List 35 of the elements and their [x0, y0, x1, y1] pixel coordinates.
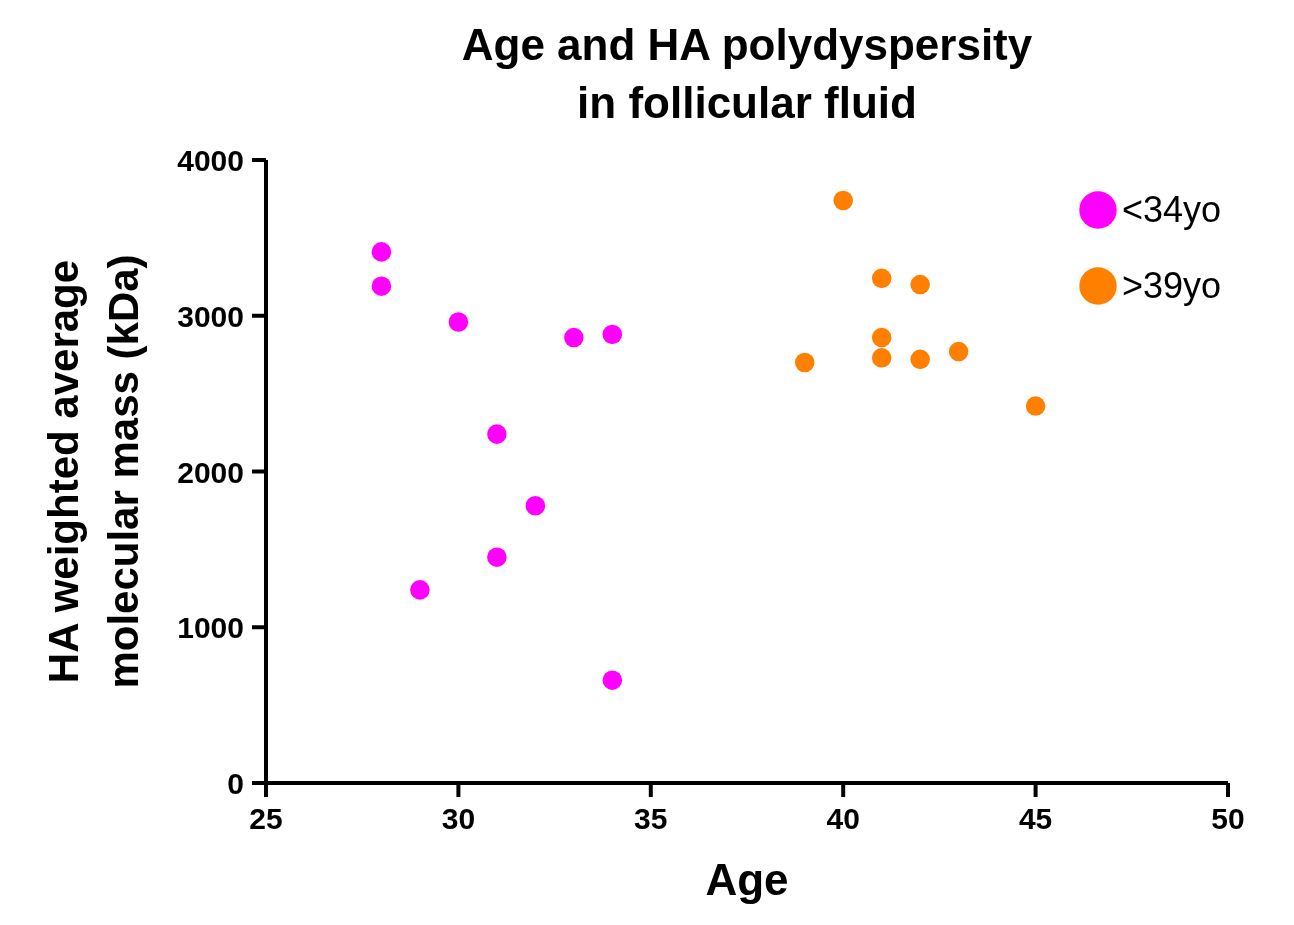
point: [602, 670, 623, 690]
point: [371, 276, 392, 296]
y-axis-title: HA weighted average molecular mass (kDa): [40, 254, 147, 689]
point: [871, 348, 892, 368]
y-tick-label: 4000: [177, 144, 244, 177]
point: [564, 327, 584, 348]
x-tick-label: 35: [634, 802, 668, 835]
x-tick-label: 40: [826, 802, 860, 835]
point: [794, 352, 815, 373]
point: [448, 312, 469, 332]
point: [910, 274, 930, 295]
point: [833, 190, 853, 211]
point: [487, 424, 507, 444]
point: [487, 547, 507, 567]
x-tick-label: 45: [1018, 802, 1053, 835]
point: [525, 496, 546, 516]
point: [602, 324, 623, 345]
chart-title: Age and HA polydyspersity in follicular fluid: [461, 20, 1033, 127]
y-tick-label: 0: [227, 767, 244, 800]
point: [948, 341, 969, 362]
y-tick-label: 2000: [177, 455, 244, 489]
x-tick-label: 30: [441, 802, 476, 835]
legend-label: <34yo: [1122, 189, 1222, 230]
y-tick-label: 1000: [177, 611, 244, 645]
point: [1025, 396, 1046, 416]
x-tick-label: 50: [1211, 802, 1245, 835]
point: [910, 349, 930, 370]
x-tick-label: 25: [249, 802, 283, 835]
legend-label: >39yo: [1122, 265, 1222, 306]
point: [371, 242, 392, 262]
point: [871, 268, 892, 289]
point: [410, 580, 430, 600]
x-axis-title: Age: [705, 855, 789, 904]
point: [871, 327, 892, 348]
y-tick-label: 3000: [177, 299, 244, 333]
